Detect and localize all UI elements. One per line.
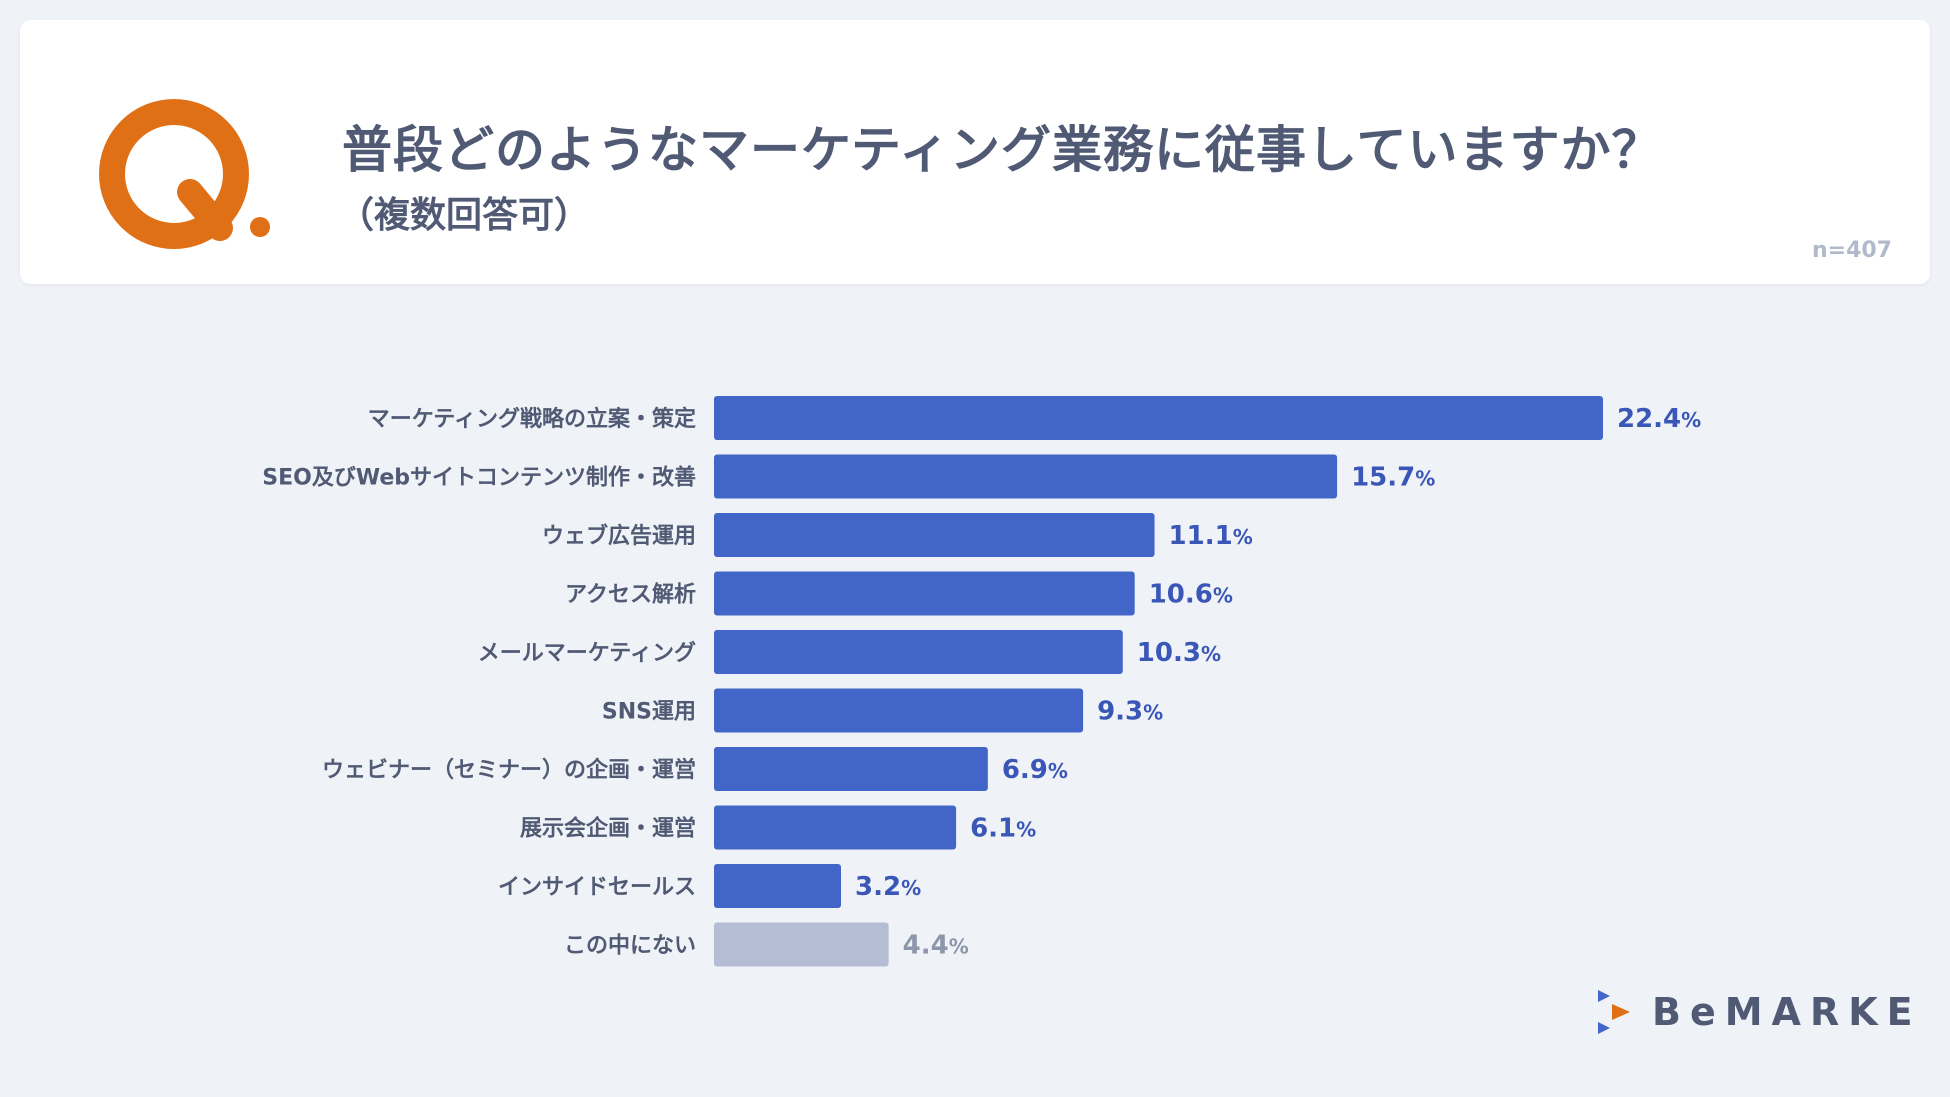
bar xyxy=(714,688,1084,733)
bar xyxy=(714,513,1155,557)
value-label: 11.1% xyxy=(1169,521,1253,551)
brand-name: BeMARKE xyxy=(1652,990,1922,1034)
category-label: ウェビナー（セミナー）の企画・運営 xyxy=(322,757,696,783)
bar xyxy=(714,747,988,791)
brand-mark-icon xyxy=(1598,990,1630,1034)
category-label: 展示会企画・運営 xyxy=(520,816,696,842)
bar xyxy=(714,396,1603,440)
page-subtitle: （複数回答可） xyxy=(338,195,591,236)
value-label: 22.4% xyxy=(1617,404,1701,434)
page-title: 普段どのようなマーケティング業務に従事していますか？ xyxy=(342,121,1663,179)
category-label: マーケティング戦略の立案・策定 xyxy=(368,406,696,432)
bar xyxy=(714,454,1338,499)
value-label: 15.7% xyxy=(1351,463,1435,493)
q-logo-icon xyxy=(99,99,270,249)
category-label: アクセス解析 xyxy=(565,582,696,608)
category-label: この中にない xyxy=(564,934,696,959)
category-label: SNS運用 xyxy=(602,700,696,725)
value-label: 9.3% xyxy=(1097,697,1163,727)
value-label: 4.4% xyxy=(903,931,969,961)
bar xyxy=(714,630,1123,674)
sample-size-label: n=407 xyxy=(1811,238,1892,263)
value-label: 10.3% xyxy=(1137,638,1221,668)
value-label: 10.6% xyxy=(1149,580,1233,610)
category-label: ウェブ広告運用 xyxy=(542,523,696,549)
bar xyxy=(714,922,889,967)
question-card: 普段どのようなマーケティング業務に従事していますか？ （複数回答可） n=407 xyxy=(20,20,1930,284)
category-label: メールマーケティング xyxy=(478,640,696,666)
bar xyxy=(714,864,841,908)
value-label: 6.9% xyxy=(1002,755,1068,785)
brand-logo: BeMARKE xyxy=(1596,988,1922,1036)
bar xyxy=(714,805,957,850)
category-label: インサイドセールス xyxy=(498,875,696,900)
value-label: 3.2% xyxy=(855,872,921,902)
value-label: 6.1% xyxy=(970,814,1036,844)
bar xyxy=(714,571,1135,616)
category-label: SEO及びWebサイトコンテンツ制作・改善 xyxy=(262,465,696,491)
